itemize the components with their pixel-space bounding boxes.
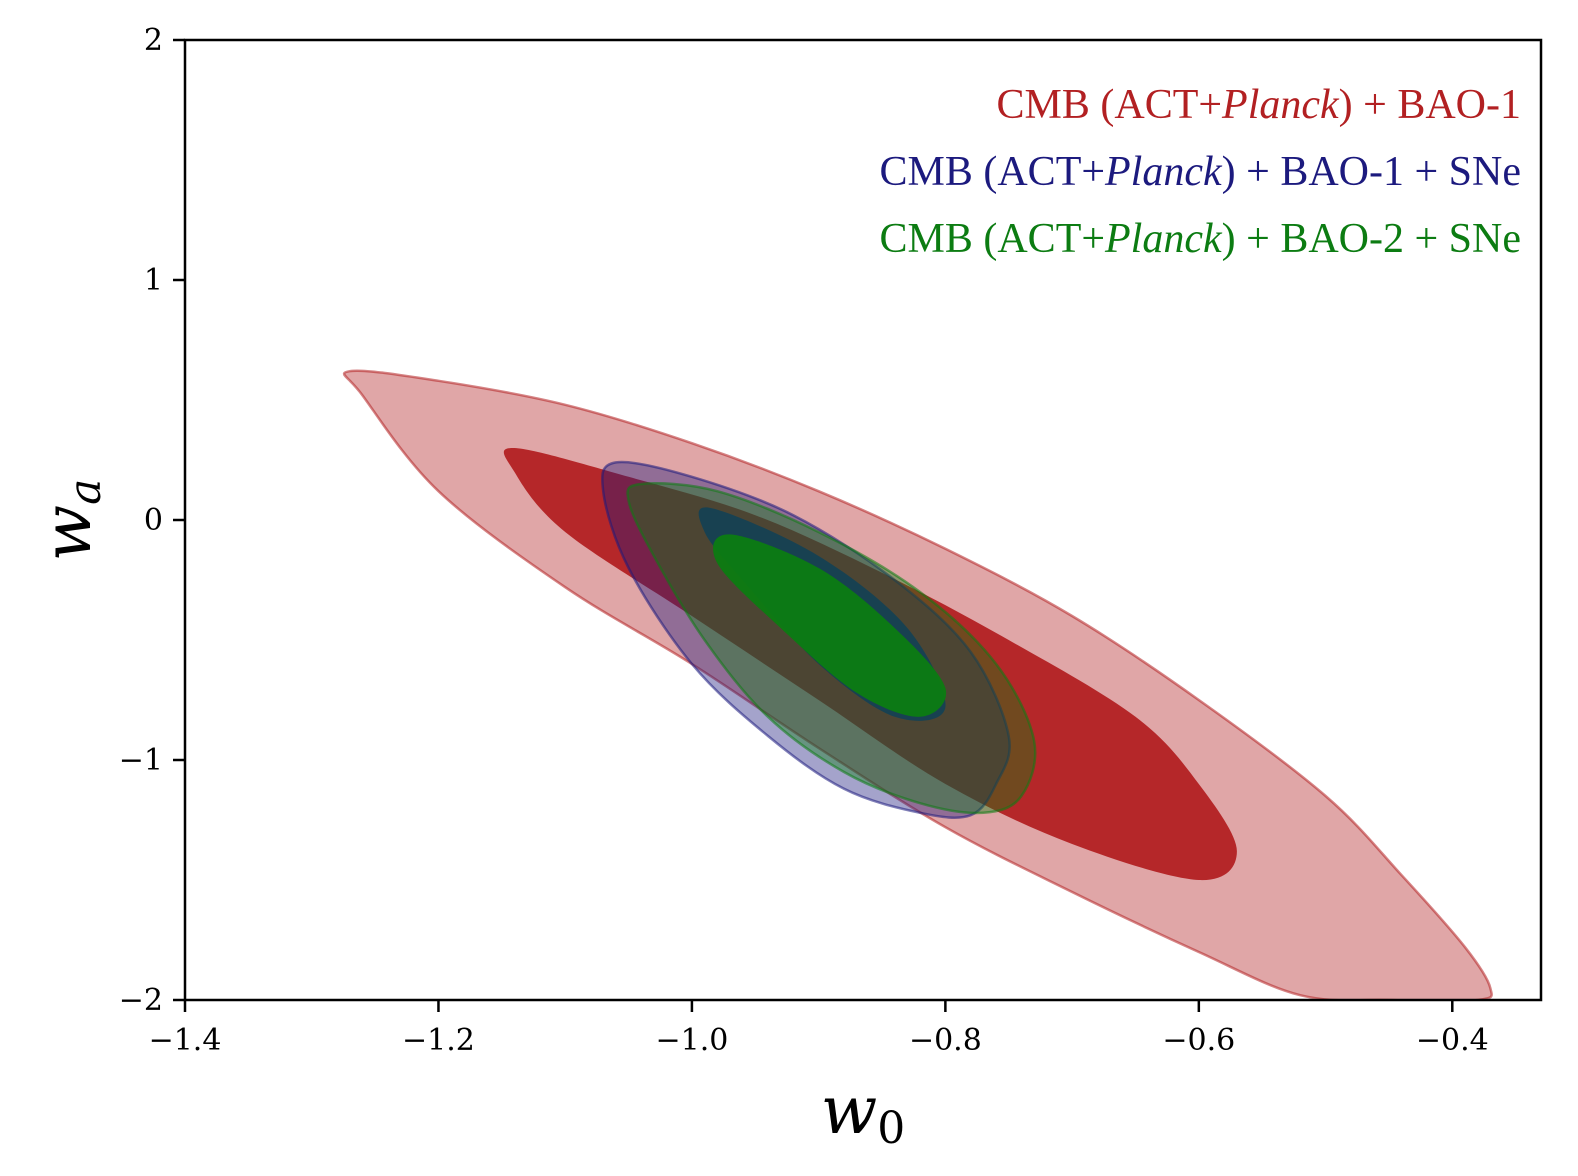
y-tick-label: −2 xyxy=(119,983,163,1018)
y-axis-label-sub: a xyxy=(60,479,111,505)
contours xyxy=(343,369,1493,1000)
x-tick-label: −0.4 xyxy=(1416,1023,1489,1058)
y-tick-label: 2 xyxy=(144,23,163,58)
x-axis-label-sub: 0 xyxy=(877,1103,905,1154)
x-axis-label: w0 xyxy=(821,1072,906,1154)
x-axis: −1.4 −1.2 −1.0 −0.8 −0.6 −0.4 xyxy=(149,1000,1489,1058)
y-tick-label: −1 xyxy=(119,743,163,778)
x-tick-label: −0.6 xyxy=(1162,1023,1235,1058)
legend: CMB (ACT+Planck) + BAO-1 CMB (ACT+Planck)… xyxy=(879,82,1521,262)
y-tick-label: 1 xyxy=(144,263,163,298)
series-3-68-contour xyxy=(713,534,947,717)
legend-entry-1: CMB (ACT+Planck) + BAO-1 xyxy=(997,82,1522,128)
plot-background xyxy=(185,40,1541,1000)
x-tick-label: −1.0 xyxy=(655,1023,728,1058)
y-axis-label: wa xyxy=(29,479,111,562)
y-axis: −2 −1 0 1 2 xyxy=(119,23,185,1018)
x-tick-label: −1.2 xyxy=(402,1023,475,1058)
y-tick-label: 0 xyxy=(144,503,163,538)
x-tick-label: −0.8 xyxy=(909,1023,982,1058)
legend-entry-2: CMB (ACT+Planck) + BAO-1 + SNe xyxy=(879,149,1521,195)
x-tick-label: −1.4 xyxy=(149,1023,222,1058)
legend-entry-3: CMB (ACT+Planck) + BAO-2 + SNe xyxy=(879,216,1521,262)
